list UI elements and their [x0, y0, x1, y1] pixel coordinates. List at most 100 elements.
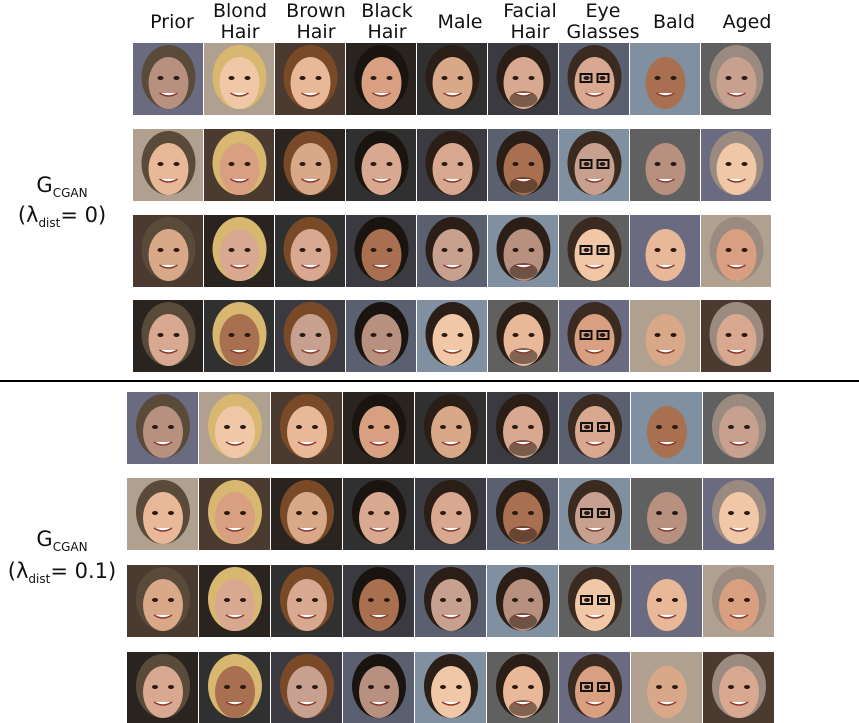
face-image [204, 129, 274, 201]
eye [442, 248, 448, 252]
eye [168, 598, 174, 602]
eye [728, 598, 734, 602]
eye [152, 685, 158, 689]
face-image [703, 478, 774, 550]
eye [296, 598, 302, 602]
eye [300, 162, 306, 166]
face [646, 143, 686, 195]
face-image [487, 478, 558, 550]
eye [529, 333, 535, 337]
eye [300, 248, 306, 252]
face-image [630, 215, 700, 287]
face [433, 143, 473, 195]
eye [458, 333, 464, 337]
face [215, 492, 255, 544]
eye [240, 511, 246, 515]
eye [371, 162, 377, 166]
face-image [701, 300, 771, 372]
face [719, 666, 759, 718]
face-image [701, 129, 771, 201]
eye [513, 76, 519, 80]
eye [600, 333, 606, 337]
eye [742, 333, 748, 337]
eye [368, 511, 374, 515]
face-image [559, 129, 629, 201]
symbol-subscript: CGAN [53, 186, 88, 200]
face-image [127, 478, 198, 550]
eye [174, 76, 180, 80]
column-header: Brown [286, 0, 346, 22]
eye [600, 511, 606, 515]
eye [512, 425, 518, 429]
eye [744, 685, 750, 689]
eye [529, 162, 535, 166]
face [362, 57, 402, 109]
eye [656, 511, 662, 515]
face-image [133, 300, 203, 372]
face [143, 492, 183, 544]
eye [245, 248, 251, 252]
face-image [127, 565, 198, 637]
symbol: G [36, 527, 52, 551]
face-image [488, 215, 558, 287]
face [717, 57, 757, 109]
column-header: Hair [220, 21, 259, 43]
face [291, 57, 331, 109]
eye [371, 248, 377, 252]
eye [672, 685, 678, 689]
eye [584, 598, 590, 602]
face [149, 143, 189, 195]
eye [245, 333, 251, 337]
eye [529, 248, 535, 252]
eye [600, 162, 606, 166]
face [647, 492, 687, 544]
section-label: GCGAN [36, 173, 87, 200]
column-header: Eye [586, 0, 621, 22]
eye [584, 162, 590, 166]
eye [456, 598, 462, 602]
face [287, 406, 327, 458]
eye [442, 333, 448, 337]
eye [240, 685, 246, 689]
eye [600, 248, 606, 252]
face-image [271, 478, 342, 550]
face [143, 406, 183, 458]
eye [371, 333, 377, 337]
eye [513, 162, 519, 166]
face-image [346, 215, 416, 287]
face-image [133, 129, 203, 201]
eye [655, 162, 661, 166]
face-image [630, 43, 700, 115]
face [362, 229, 402, 281]
face-image [417, 129, 487, 201]
eye [174, 162, 180, 166]
eye [512, 511, 518, 515]
eye [368, 685, 374, 689]
face-image [133, 43, 203, 115]
eye [174, 248, 180, 252]
face-image [703, 565, 774, 637]
eye [726, 76, 732, 80]
face [719, 406, 759, 458]
face-image [417, 43, 487, 115]
eye [742, 76, 748, 80]
face-image [417, 300, 487, 372]
eye [158, 76, 164, 80]
face-image [415, 478, 486, 550]
eye [229, 248, 235, 252]
face-image [275, 129, 345, 201]
eye [240, 598, 246, 602]
eye [456, 425, 462, 429]
eye [316, 162, 322, 166]
face [719, 492, 759, 544]
face-image [199, 652, 270, 723]
eye [158, 333, 164, 337]
eye [671, 248, 677, 252]
face-image [703, 392, 774, 464]
section-label: GCGAN [36, 527, 87, 554]
eye [656, 425, 662, 429]
symbol: G [36, 173, 52, 197]
eye [528, 425, 534, 429]
face [647, 406, 687, 458]
face-image [343, 565, 414, 637]
